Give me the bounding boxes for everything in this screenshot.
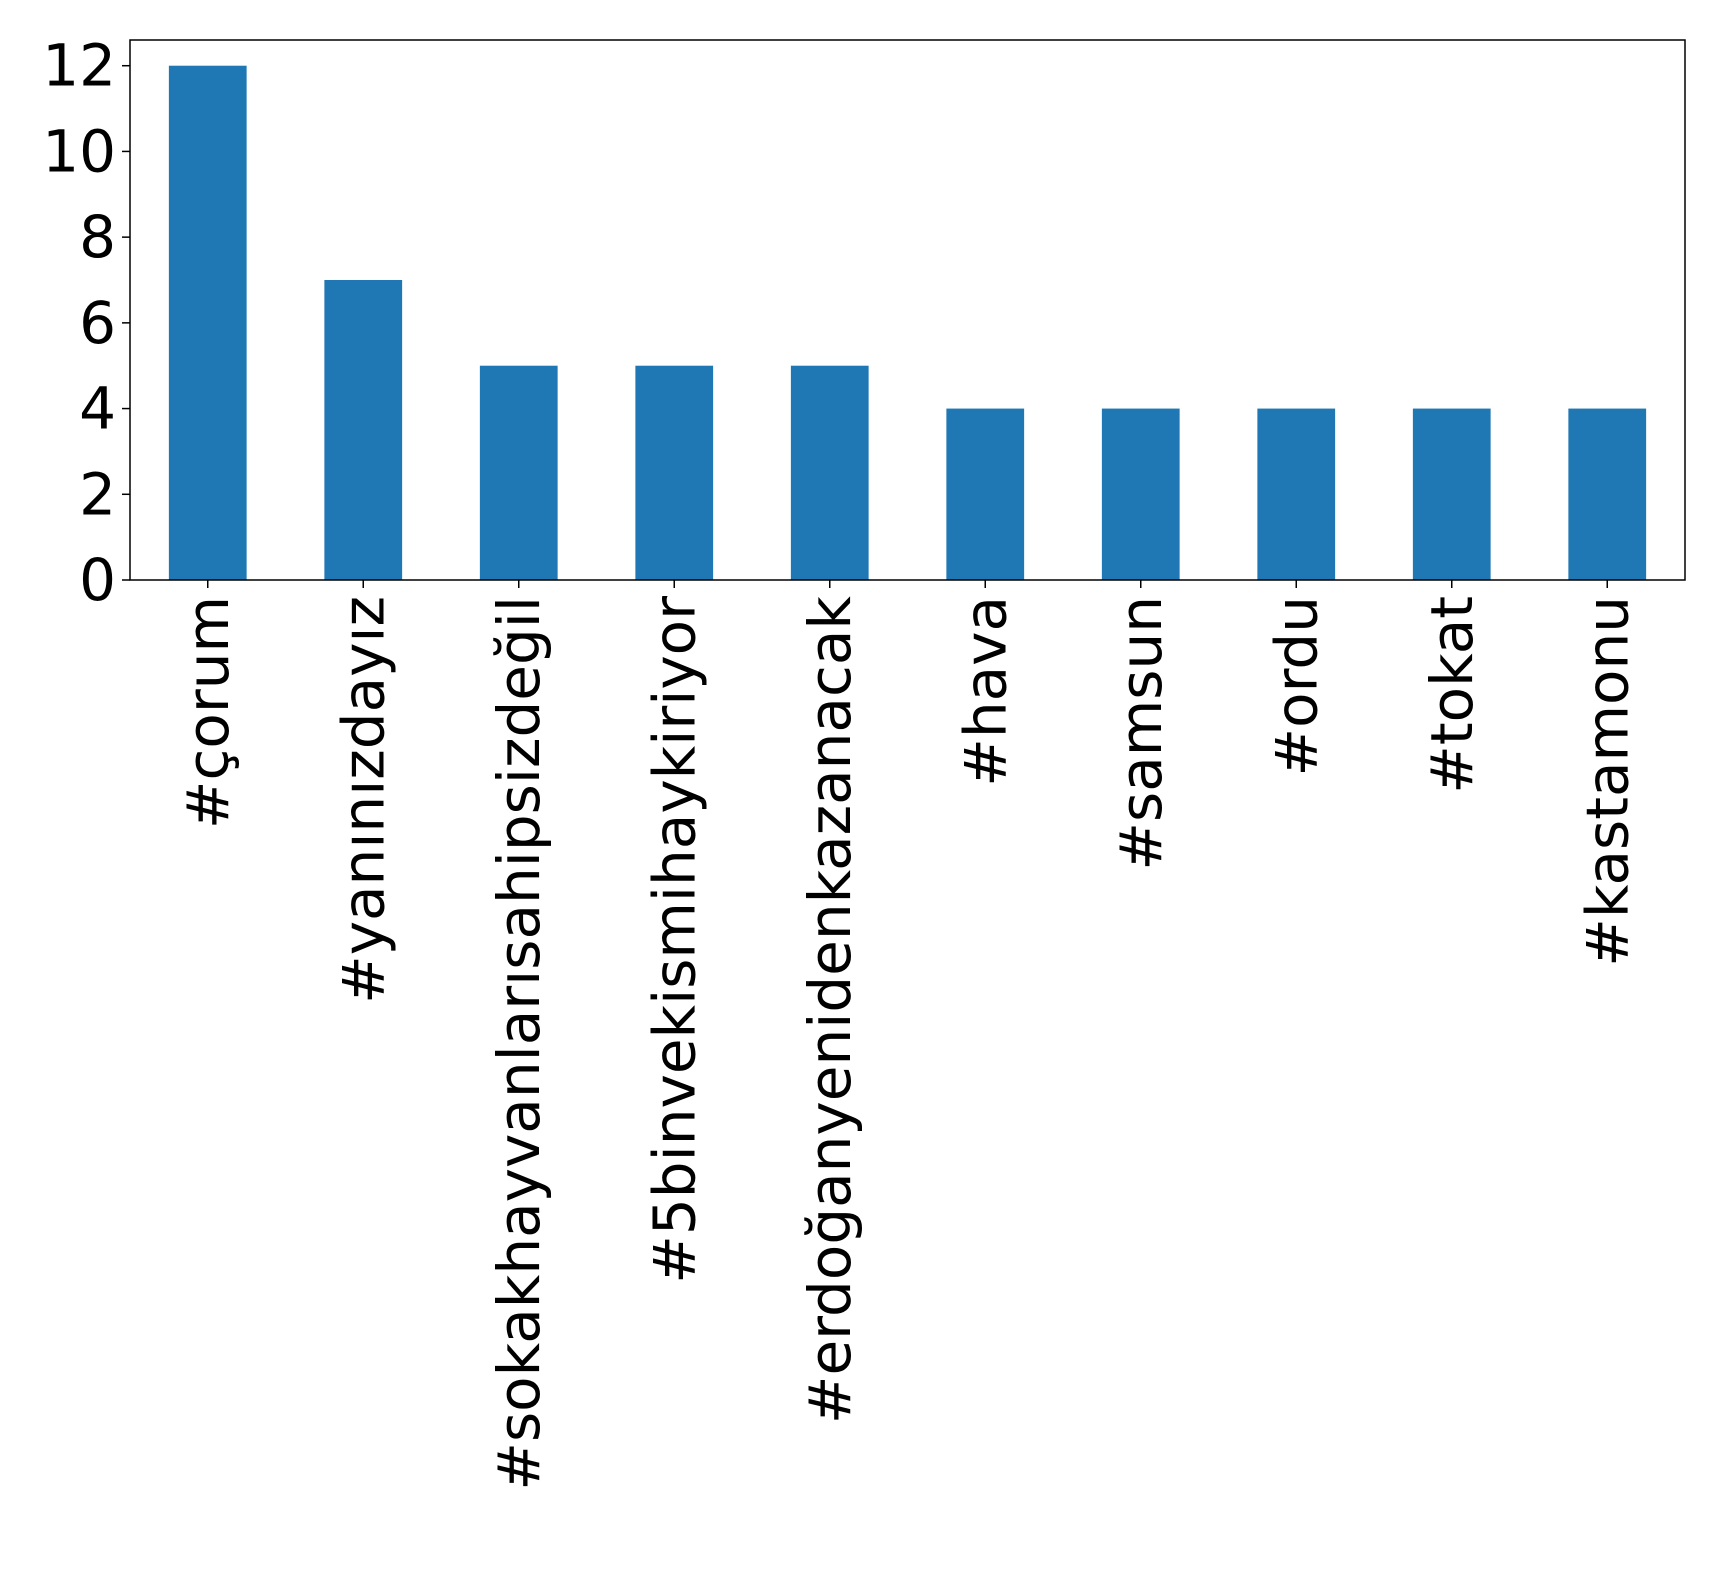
plot-area-frame xyxy=(129,39,1686,581)
bar xyxy=(1568,408,1647,580)
y-tick-label: 0 xyxy=(79,546,116,614)
x-tick-label: #yanınızdayız xyxy=(329,596,397,1004)
x-tick-label: #ordu xyxy=(1262,596,1330,777)
x-tick-label: #tokat xyxy=(1418,596,1486,794)
bar xyxy=(479,365,558,580)
bars-group xyxy=(168,65,1647,580)
x-tick-label: #sokakhayvanlarısahipsizdeğil xyxy=(485,596,553,1491)
bar xyxy=(1257,408,1336,580)
y-tick-label: 10 xyxy=(42,117,116,185)
bar xyxy=(1101,408,1180,580)
x-tick-label: #erdoğanyenidenkazanacak xyxy=(796,596,864,1424)
bar xyxy=(1412,408,1491,580)
y-tick-label: 8 xyxy=(79,203,116,271)
bar xyxy=(324,280,403,580)
bar xyxy=(168,65,247,580)
y-tick-label: 4 xyxy=(79,375,116,443)
x-tick-label: #kastamonu xyxy=(1573,596,1641,967)
y-tick-label: 12 xyxy=(42,32,116,100)
y-axis: 0 2 4 6 8 10 12 xyxy=(42,32,130,614)
x-tick-label: #samsun xyxy=(1107,596,1175,871)
y-tick-label: 2 xyxy=(79,460,116,528)
bar xyxy=(790,365,869,580)
x-tick-label: #hava xyxy=(951,596,1019,787)
x-axis: #çorum #yanınızdayız #sokakhayvanlarısahip… xyxy=(174,580,1641,1491)
bar xyxy=(946,408,1025,580)
bar xyxy=(635,365,714,580)
x-tick-label: #5binvekismihaykiriyor xyxy=(640,596,708,1284)
y-tick-label: 6 xyxy=(79,289,116,357)
x-tick-label: #çorum xyxy=(174,596,242,829)
